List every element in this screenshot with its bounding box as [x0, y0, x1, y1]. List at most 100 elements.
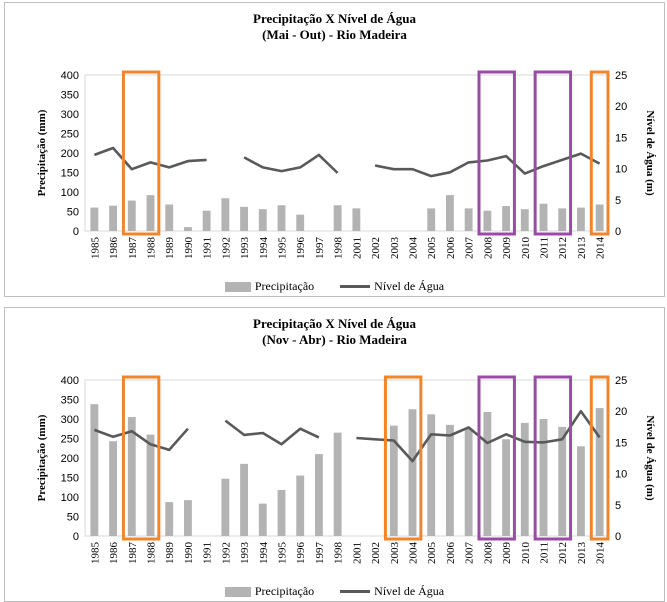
y2-tick-label: 10: [615, 469, 627, 481]
chart-subtitle: (Mai - Out) - Rio Madeira: [262, 27, 407, 42]
x-tick-label: 2004: [408, 542, 420, 565]
legend-bar-swatch: [224, 281, 251, 292]
bar-precipitacao: [483, 210, 492, 231]
line-nivel-de-agua: [93, 146, 207, 171]
x-tick-label: 1993: [239, 542, 251, 565]
x-tick-label: 2007: [464, 237, 476, 260]
bar-precipitacao: [165, 502, 174, 536]
x-tick-label: 2007: [464, 542, 476, 565]
bar-precipitacao: [202, 210, 211, 231]
legend-item-nivel: Nível de Água: [340, 584, 444, 599]
plot-area: [84, 379, 610, 537]
x-tick-label: 1995: [277, 542, 289, 565]
line-nivel-de-agua: [374, 152, 601, 178]
x-tick-label: 1987: [127, 542, 139, 565]
plot-area: [84, 74, 610, 232]
bar-precipitacao: [258, 503, 267, 536]
legend-label-nivel: Nível de Água: [374, 279, 445, 293]
x-tick-label: 2001: [351, 237, 363, 259]
x-tick-label: 2010: [520, 542, 532, 565]
x-tick-label: 1990: [183, 542, 195, 565]
x-tick-label: 2008: [482, 542, 494, 565]
y-tick-label: 100: [61, 187, 79, 199]
x-tick-label: 1991: [202, 542, 214, 564]
chart-subtitle: (Nov - Abr) - Rio Madeira: [262, 332, 407, 347]
bar-precipitacao: [408, 409, 417, 536]
bar-precipitacao: [502, 439, 511, 536]
x-tick-label: 2005: [426, 542, 438, 565]
chart-plot-mai-out: 0 50 100 150 200 250 300 350 400 0 5 10 15 20 25 Precip…: [36, 70, 656, 260]
chart-title: Precipitação X Nível de Água: [253, 316, 416, 331]
y-tick-label: 50: [67, 512, 79, 524]
y2-tick-label: 5: [615, 500, 621, 512]
bar-precipitacao: [90, 404, 99, 536]
x-tick-label: 1985: [89, 237, 101, 260]
x-tick-label: 2013: [576, 237, 588, 260]
bar-precipitacao: [333, 205, 342, 231]
y-tick-label: 0: [73, 531, 79, 543]
x-tick-label: 2011: [539, 542, 551, 564]
x-tick-label: 1985: [89, 542, 101, 565]
bar-precipitacao: [165, 204, 174, 231]
x-tick-label: 1994: [258, 542, 270, 565]
x-tick-label: 1986: [108, 542, 120, 565]
y2-tick-label: 10: [615, 164, 627, 176]
bar-precipitacao: [277, 489, 286, 536]
highlight-box-orange: [121, 70, 161, 236]
legend-label-precipitacao: Precipitação: [254, 584, 315, 598]
y-axis-label: Precipitação (mm): [36, 109, 48, 196]
y2-tick-label: 20: [615, 101, 627, 113]
x-tick-label: 2004: [408, 237, 420, 260]
x-tick-label: 1996: [295, 542, 307, 565]
chart-plot-nov-abr: 0 50 100 150 200 250 300 350 400 0 5 10 15 20 25 Precip…: [36, 375, 656, 565]
y2-tick-label: 0: [615, 226, 621, 238]
legend-label-precipitacao: Precipitação: [254, 279, 315, 293]
bar-precipitacao: [427, 208, 436, 231]
legend-item-precipitacao: Precipitação: [224, 584, 315, 599]
bar-precipitacao: [483, 411, 492, 536]
y2-tick-label: 5: [615, 195, 621, 207]
bar-precipitacao: [221, 198, 230, 231]
x-tick-label: 2005: [426, 237, 438, 260]
legend-label-nivel: Nível de Água: [374, 584, 445, 598]
y2-tick-label: 25: [615, 70, 627, 82]
bar-precipitacao: [520, 209, 529, 231]
x-tick-label: 2009: [501, 237, 513, 260]
x-tick-label: 1990: [183, 237, 195, 260]
x-tick-label: 1989: [164, 237, 176, 260]
bar-precipitacao: [445, 195, 454, 231]
bar-precipitacao: [595, 204, 604, 231]
x-tick-label: 1988: [146, 542, 158, 565]
y-tick-label: 400: [61, 70, 79, 82]
y-tick-label: 100: [61, 492, 79, 504]
y-axis-label: Precipitação (mm): [36, 414, 48, 501]
y2-tick-label: 25: [615, 375, 627, 387]
y2-tick-label: 0: [615, 531, 621, 543]
bar-precipitacao: [258, 209, 267, 231]
x-tick-label: 1994: [258, 237, 270, 260]
y2-tick-label: 20: [615, 406, 627, 418]
x-tick-label: 1992: [220, 542, 232, 564]
x-tick-label: 1988: [146, 237, 158, 260]
x-tick-label: 2010: [520, 237, 532, 260]
line-nivel-de-agua: [243, 153, 339, 174]
x-tick-label: 1991: [202, 237, 214, 259]
y-tick-label: 200: [61, 453, 79, 465]
x-tick-label: 2003: [389, 237, 401, 260]
y-tick-label: 150: [61, 168, 79, 180]
x-tick-label: 2014: [595, 237, 607, 260]
x-tick-label: 1986: [108, 237, 120, 260]
y-tick-label: 400: [61, 375, 79, 387]
x-tick-label: 1997: [314, 237, 326, 260]
line-nivel-de-agua: [93, 427, 189, 452]
bar-precipitacao: [352, 208, 361, 231]
bar-precipitacao: [427, 414, 436, 536]
y-tick-label: 250: [61, 434, 79, 446]
line-nivel-de-agua: [224, 419, 320, 446]
highlight-box-purple: [477, 70, 516, 236]
bar-precipitacao: [183, 227, 192, 231]
bar-precipitacao: [464, 428, 473, 536]
bar-precipitacao: [576, 207, 585, 231]
x-tick-label: 1992: [220, 237, 232, 259]
bar-precipitacao: [183, 500, 192, 536]
